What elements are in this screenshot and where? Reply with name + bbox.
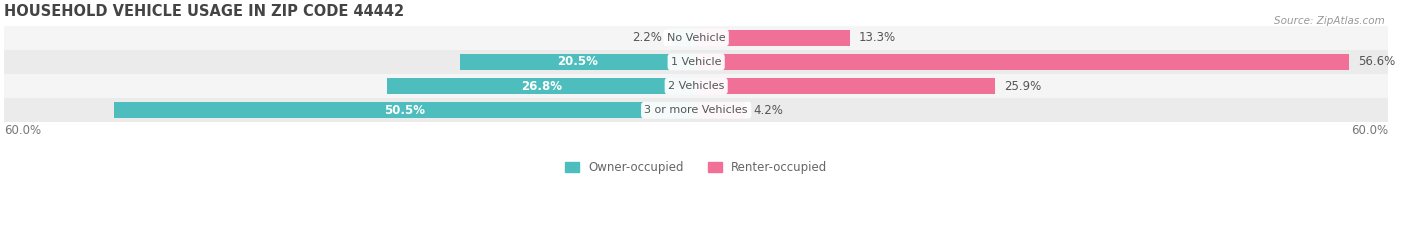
Bar (460, 54, 696, 70)
Bar (696, 54, 1348, 70)
Text: Source: ZipAtlas.com: Source: ZipAtlas.com (1274, 16, 1385, 26)
Text: 3 or more Vehicles: 3 or more Vehicles (644, 105, 748, 115)
Text: 2 Vehicles: 2 Vehicles (668, 81, 724, 91)
Bar (696, 30, 849, 46)
Text: 2.2%: 2.2% (631, 31, 662, 44)
Text: 25.9%: 25.9% (1004, 80, 1042, 93)
Text: HOUSEHOLD VEHICLE USAGE IN ZIP CODE 44442: HOUSEHOLD VEHICLE USAGE IN ZIP CODE 4444… (4, 4, 405, 19)
Bar (4, 26, 1388, 50)
Text: 20.5%: 20.5% (558, 55, 599, 69)
Legend: Owner-occupied, Renter-occupied: Owner-occupied, Renter-occupied (560, 157, 832, 179)
Text: 13.3%: 13.3% (859, 31, 896, 44)
Bar (4, 74, 1388, 98)
Text: 26.8%: 26.8% (522, 80, 562, 93)
Bar (387, 78, 696, 94)
Bar (4, 98, 1388, 122)
Text: 50.5%: 50.5% (384, 104, 426, 117)
Text: No Vehicle: No Vehicle (666, 33, 725, 43)
Bar (114, 102, 696, 118)
Text: 60.0%: 60.0% (4, 123, 41, 137)
Text: 60.0%: 60.0% (1351, 123, 1388, 137)
Text: 1 Vehicle: 1 Vehicle (671, 57, 721, 67)
Text: 56.6%: 56.6% (1358, 55, 1396, 69)
Text: 4.2%: 4.2% (754, 104, 783, 117)
Bar (696, 102, 745, 118)
Bar (696, 78, 995, 94)
Bar (4, 50, 1388, 74)
Bar (671, 30, 696, 46)
